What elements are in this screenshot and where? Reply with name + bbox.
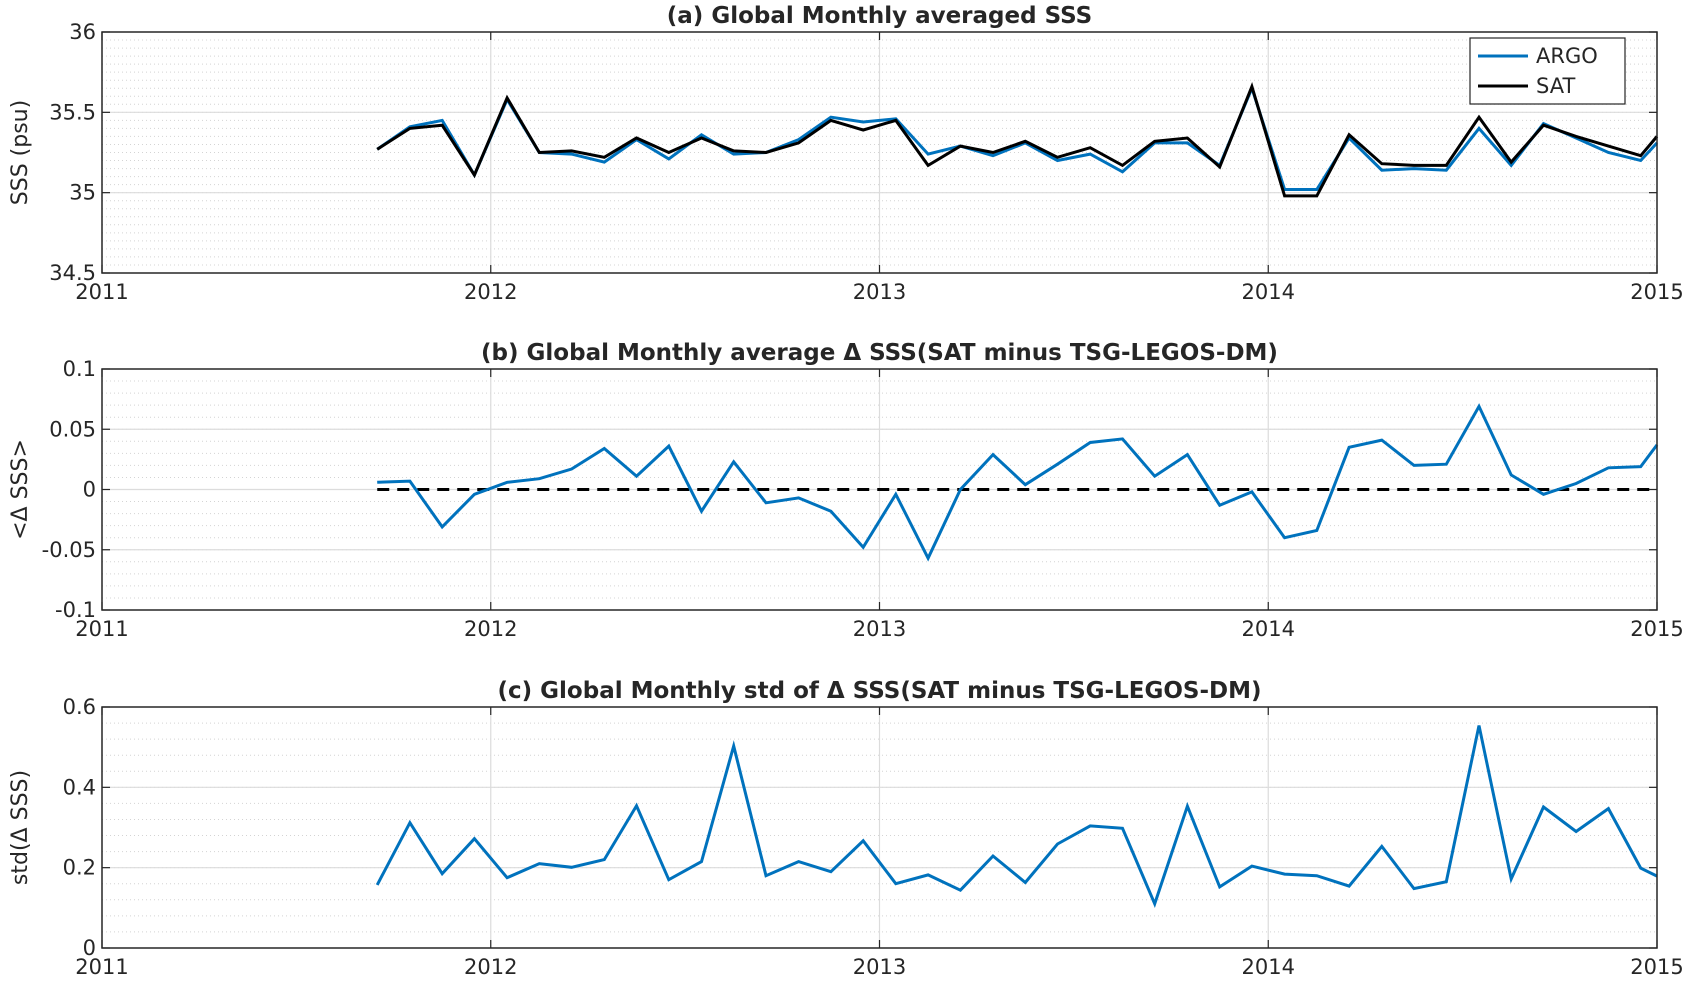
x-tick-label: 2014 bbox=[1242, 955, 1295, 979]
chart-title: (a) Global Monthly averaged SSS bbox=[667, 3, 1092, 29]
chart-panel-a: 2011 2012 2013 2014 2015 34.5 35 35.5 36 (a) Glob… bbox=[8, 3, 1684, 304]
legend-box bbox=[1469, 37, 1626, 105]
y-axis-label: SSS (psu) bbox=[8, 100, 33, 205]
chart-title: (c) Global Monthly std of Δ SSS(SAT minu… bbox=[498, 678, 1262, 704]
y-tick-label: 0 bbox=[83, 478, 96, 502]
legend-label-sat: SAT bbox=[1536, 74, 1575, 98]
x-tick-label: 2014 bbox=[1242, 280, 1295, 304]
series-line bbox=[375, 725, 1658, 909]
y-tick-label: 36 bbox=[69, 20, 96, 44]
y-tick-label: 35.5 bbox=[49, 100, 96, 124]
y-axis-label: <Δ SSS> bbox=[8, 439, 33, 540]
y-tick-label: 34.5 bbox=[49, 261, 96, 285]
series-line bbox=[377, 403, 1659, 562]
chart-panel-b: 2011 2012 2013 2014 2015 -0.1 -0.05 0 0.05 0.1 (b)… bbox=[8, 340, 1684, 641]
y-tick-label: -0.1 bbox=[55, 598, 96, 622]
y-tick-label: 35 bbox=[69, 181, 96, 205]
x-tick-label: 2014 bbox=[1242, 617, 1295, 641]
legend-label-argo: ARGO bbox=[1536, 44, 1598, 68]
x-tick-label: 2011 bbox=[75, 617, 128, 641]
x-tick-label: 2011 bbox=[75, 280, 128, 304]
x-tick-label: 2015 bbox=[1630, 955, 1683, 979]
y-tick-label: 0 bbox=[83, 936, 96, 960]
x-tick-label: 2013 bbox=[853, 955, 906, 979]
y-tick-label: -0.05 bbox=[42, 538, 96, 562]
y-axis-label: std(Δ SSS) bbox=[8, 770, 33, 885]
x-tick-label: 2012 bbox=[464, 280, 517, 304]
x-tick-label: 2012 bbox=[464, 617, 517, 641]
y-tick-label: 0.05 bbox=[49, 417, 96, 441]
chart-panel-c: 2011 2012 2013 2014 2015 0 0.2 0.4 0.6 (c) Global… bbox=[8, 678, 1684, 979]
x-tick-label: 2013 bbox=[853, 280, 906, 304]
y-tick-label: 0.4 bbox=[63, 775, 96, 799]
x-tick-label: 2011 bbox=[75, 955, 128, 979]
chart-title: (b) Global Monthly average Δ SSS(SAT min… bbox=[481, 340, 1278, 366]
y-tick-label: 0.2 bbox=[63, 856, 96, 880]
y-tick-label: 0.6 bbox=[63, 695, 96, 719]
x-tick-label: 2013 bbox=[853, 617, 906, 641]
x-tick-label: 2015 bbox=[1630, 280, 1683, 304]
series-line-sat bbox=[376, 82, 1659, 198]
x-tick-label: 2015 bbox=[1630, 617, 1683, 641]
y-tick-label: 0.1 bbox=[63, 357, 96, 381]
legend: ARGO SAT bbox=[1469, 37, 1626, 105]
x-tick-label: 2012 bbox=[464, 955, 517, 979]
